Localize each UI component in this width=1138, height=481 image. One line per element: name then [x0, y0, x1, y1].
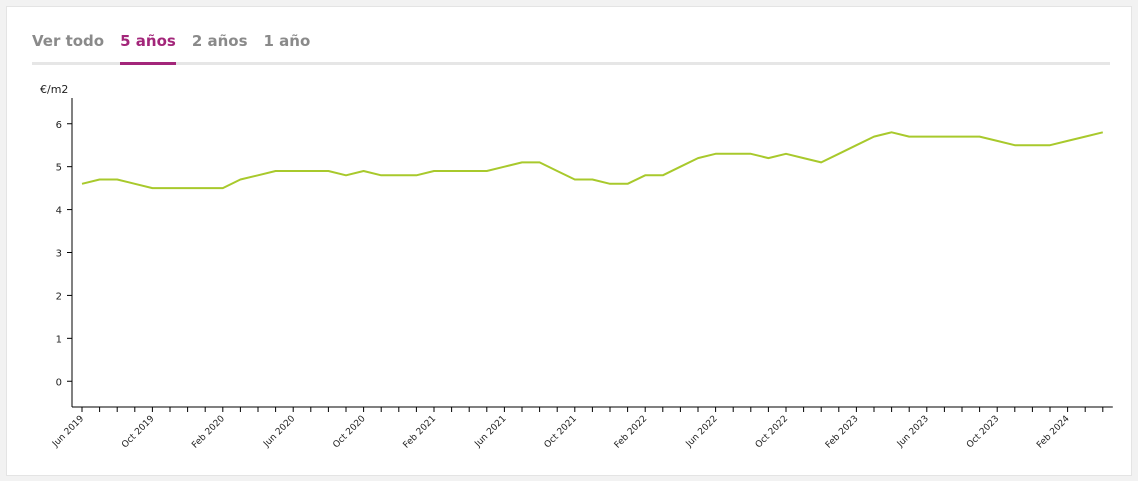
x-tick-label: Jun 2020	[261, 414, 297, 450]
y-tick-label: 1	[56, 334, 62, 345]
x-tick-label: Jun 2021	[473, 414, 509, 450]
x-tick-label: Oct 2022	[754, 414, 790, 450]
x-tick-label: Feb 2024	[1035, 414, 1072, 451]
series-group	[81, 131, 1104, 190]
y-tick-label: 5	[56, 163, 62, 174]
x-tick-label: Feb 2022	[613, 414, 650, 451]
y-tick-label: 4	[56, 206, 62, 217]
y-tick-label: 6	[56, 120, 62, 131]
x-tick-label: Oct 2019	[120, 414, 156, 450]
x-tick-label: Oct 2023	[965, 414, 1001, 450]
x-tick-label: Jun 2019	[50, 414, 86, 450]
y-tick-label: 0	[56, 377, 62, 388]
y-axis: 0 1 2 3 4 5 6	[56, 98, 73, 407]
x-tick-label: Feb 2023	[824, 414, 861, 451]
x-tick-label: Jun 2023	[895, 414, 931, 450]
tab-1-ano[interactable]: 1 año	[263, 32, 311, 50]
tab-2-anos[interactable]: 2 años	[191, 32, 248, 50]
y-tick-label: 3	[56, 249, 62, 260]
x-tick-label: Oct 2021	[543, 414, 579, 450]
y-axis-unit-label: €/m2	[40, 83, 68, 96]
x-tick-label: Jun 2022	[684, 414, 720, 450]
range-tabs: Ver todo 5 años 2 años 1 año	[32, 31, 1110, 65]
tab-5-anos[interactable]: 5 años	[120, 31, 176, 65]
price-chart-card: Ver todo 5 años 2 años 1 año	[6, 6, 1132, 476]
tab-ver-todo[interactable]: Ver todo	[32, 32, 105, 50]
series-line	[81, 131, 1104, 190]
x-axis: Jun 2019 Oct 2019 Feb 2020 Jun 2020 Oct 2020…	[50, 406, 1113, 451]
y-tick-label: 2	[56, 291, 62, 302]
x-tick-label: Feb 2021	[402, 414, 439, 451]
x-tick-label: Oct 2020	[331, 414, 367, 450]
x-tick-label: Feb 2020	[190, 414, 227, 451]
